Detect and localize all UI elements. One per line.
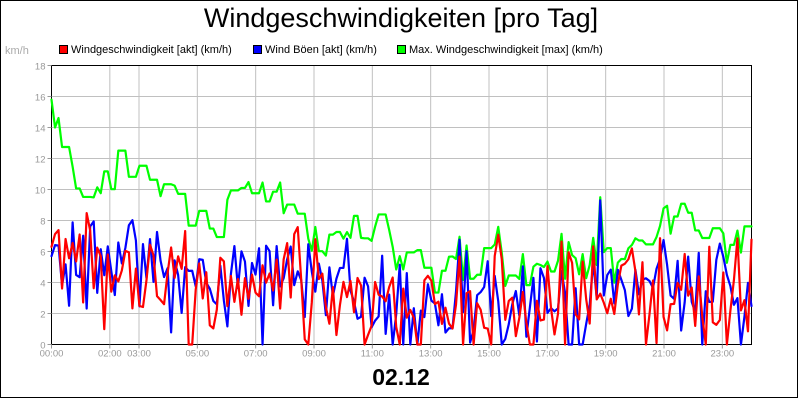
svg-text:8: 8 (40, 217, 45, 228)
svg-text:19:00: 19:00 (594, 349, 618, 360)
svg-text:11:00: 11:00 (361, 349, 384, 360)
svg-text:17:00: 17:00 (535, 349, 559, 360)
svg-text:13:00: 13:00 (419, 349, 443, 360)
svg-text:16: 16 (35, 93, 46, 104)
svg-text:14: 14 (35, 124, 46, 135)
svg-text:21:00: 21:00 (652, 349, 676, 360)
svg-text:05:00: 05:00 (185, 349, 209, 360)
svg-text:12: 12 (35, 155, 46, 166)
svg-text:23:00: 23:00 (710, 349, 734, 360)
svg-text:6: 6 (40, 248, 45, 259)
svg-text:18: 18 (35, 62, 46, 73)
svg-text:10: 10 (35, 186, 46, 197)
svg-text:02:00: 02:00 (98, 349, 122, 360)
svg-text:2: 2 (40, 310, 45, 321)
svg-text:15:00: 15:00 (477, 349, 501, 360)
svg-text:03:00: 03:00 (127, 349, 151, 360)
svg-text:00:00: 00:00 (40, 349, 64, 360)
svg-text:4: 4 (40, 279, 45, 290)
svg-text:07:00: 07:00 (244, 349, 268, 360)
svg-text:09:00: 09:00 (302, 349, 326, 360)
